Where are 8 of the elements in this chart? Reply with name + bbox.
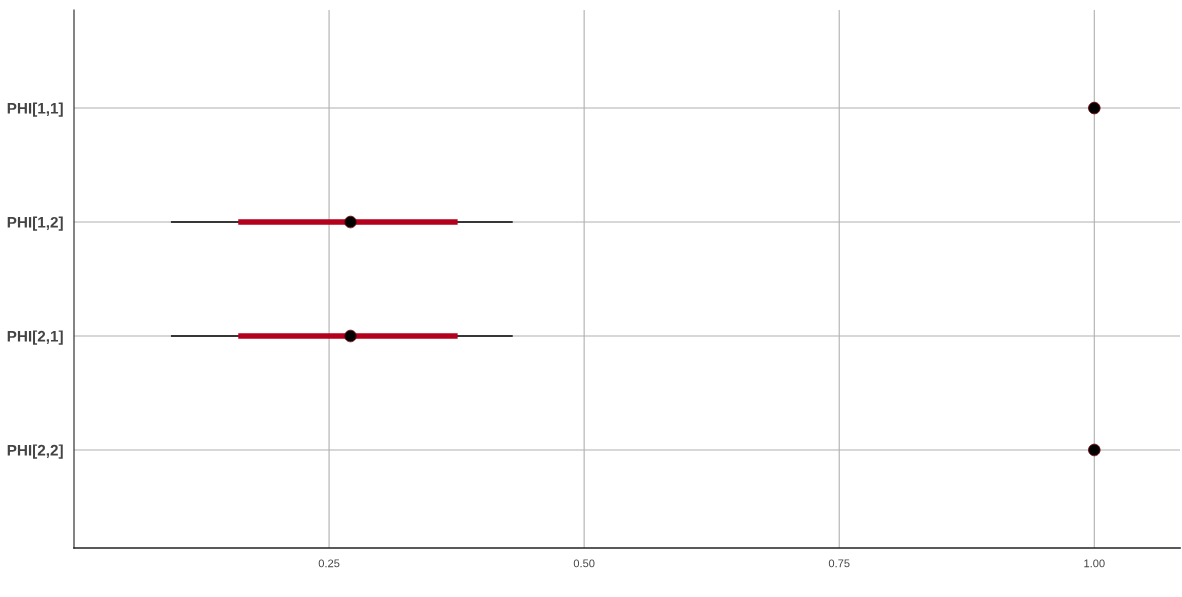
y-tick-label: PHI[2,1] [7, 330, 63, 345]
x-tick-label: 1.00 [1084, 559, 1105, 568]
x-tick-label: 0.75 [828, 559, 850, 568]
y-tick-label: PHI[2,2] [7, 444, 63, 459]
x-tick-label: 0.25 [318, 559, 340, 568]
x-tick-label: 0.50 [573, 559, 595, 568]
y-tick-label: PHI[1,2] [7, 216, 63, 231]
y-tick-label: PHI[1,1] [7, 102, 63, 117]
